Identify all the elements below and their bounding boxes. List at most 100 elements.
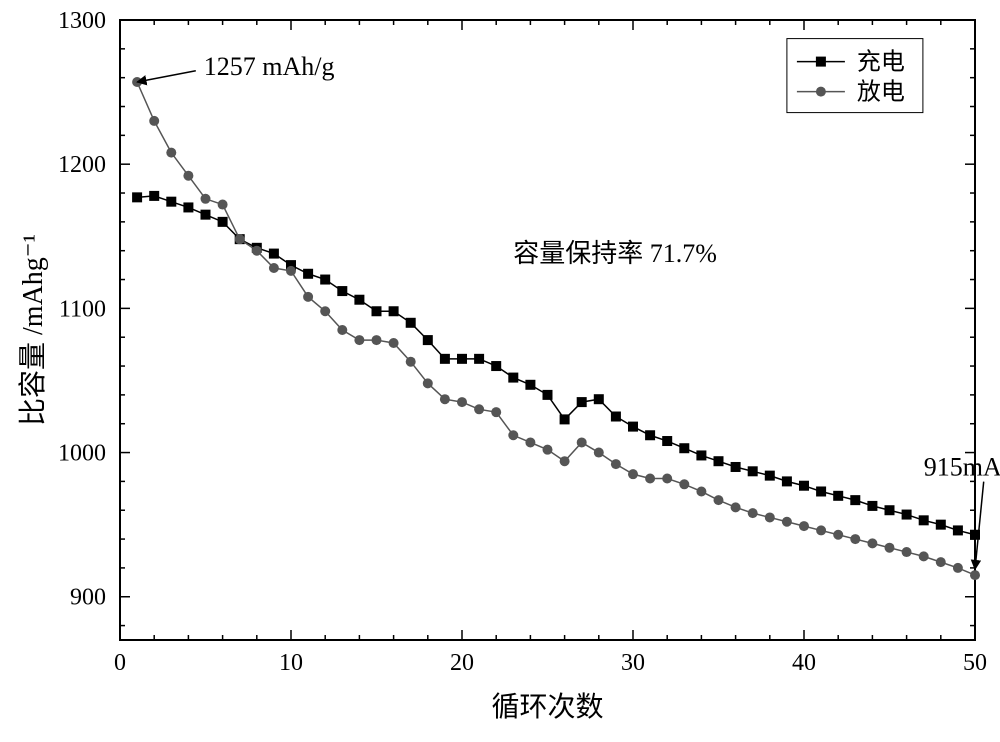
marker-discharge	[166, 148, 176, 158]
capacity-cycle-chart: 01020304050循环次数9001000110012001300比容量 /m…	[0, 0, 1000, 742]
marker-charge	[662, 436, 672, 446]
marker-charge	[902, 510, 912, 520]
marker-discharge	[611, 459, 621, 469]
marker-charge	[577, 397, 587, 407]
marker-charge	[611, 412, 621, 422]
marker-discharge	[218, 200, 228, 210]
annotation-retention: 容量保持率 71.7%	[513, 239, 717, 268]
marker-charge	[166, 197, 176, 207]
marker-discharge	[696, 486, 706, 496]
marker-charge	[936, 520, 946, 530]
marker-discharge	[936, 557, 946, 567]
marker-charge	[406, 318, 416, 328]
marker-discharge	[833, 530, 843, 540]
marker-charge	[354, 295, 364, 305]
marker-discharge	[816, 525, 826, 535]
marker-discharge	[440, 394, 450, 404]
y-tick-label: 1300	[58, 8, 106, 34]
marker-charge	[320, 275, 330, 285]
marker-discharge	[252, 246, 262, 256]
marker-discharge	[508, 430, 518, 440]
marker-discharge	[731, 502, 741, 512]
x-tick-label: 40	[792, 650, 816, 676]
marker-discharge	[474, 404, 484, 414]
marker-charge	[423, 335, 433, 345]
marker-discharge	[183, 171, 193, 181]
marker-charge	[696, 450, 706, 460]
marker-discharge	[885, 543, 895, 553]
marker-discharge	[867, 538, 877, 548]
marker-discharge	[902, 547, 912, 557]
marker-discharge	[389, 338, 399, 348]
marker-charge	[457, 354, 467, 364]
marker-charge	[372, 306, 382, 316]
chart-svg: 01020304050循环次数9001000110012001300比容量 /m…	[0, 0, 1000, 742]
marker-charge	[645, 430, 655, 440]
marker-discharge	[149, 116, 159, 126]
x-axis-label: 循环次数	[491, 691, 603, 723]
marker-discharge	[662, 474, 672, 484]
marker-charge	[867, 501, 877, 511]
x-tick-label: 10	[279, 650, 303, 676]
marker-charge	[748, 466, 758, 476]
legend: 充电放电	[787, 39, 923, 113]
legend-marker-discharge	[816, 87, 826, 97]
marker-charge	[628, 422, 638, 432]
legend-label-discharge: 放电	[857, 79, 905, 106]
marker-charge	[389, 306, 399, 316]
marker-charge	[953, 525, 963, 535]
marker-charge	[560, 414, 570, 424]
marker-discharge	[286, 266, 296, 276]
marker-charge	[525, 380, 535, 390]
legend-marker-charge	[816, 57, 826, 67]
marker-discharge	[714, 495, 724, 505]
marker-discharge	[303, 292, 313, 302]
marker-discharge	[406, 357, 416, 367]
marker-charge	[183, 202, 193, 212]
marker-charge	[149, 191, 159, 201]
marker-charge	[491, 361, 501, 371]
marker-charge	[218, 217, 228, 227]
marker-charge	[269, 249, 279, 259]
marker-discharge	[235, 234, 245, 244]
marker-discharge	[782, 517, 792, 527]
marker-discharge	[560, 456, 570, 466]
marker-charge	[594, 394, 604, 404]
marker-charge	[816, 486, 826, 496]
annotation-end: 915mAh/g	[924, 453, 1000, 482]
marker-discharge	[491, 407, 501, 417]
marker-discharge	[423, 378, 433, 388]
marker-charge	[201, 210, 211, 220]
marker-discharge	[628, 469, 638, 479]
marker-discharge	[457, 397, 467, 407]
marker-discharge	[594, 448, 604, 458]
marker-discharge	[953, 563, 963, 573]
marker-charge	[679, 443, 689, 453]
marker-charge	[474, 354, 484, 364]
marker-discharge	[337, 325, 347, 335]
marker-discharge	[919, 551, 929, 561]
marker-discharge	[679, 479, 689, 489]
x-tick-label: 0	[114, 650, 126, 676]
marker-charge	[850, 495, 860, 505]
x-tick-label: 20	[450, 650, 474, 676]
marker-charge	[543, 390, 553, 400]
marker-charge	[714, 456, 724, 466]
marker-discharge	[372, 335, 382, 345]
marker-discharge	[543, 445, 553, 455]
marker-charge	[885, 505, 895, 515]
marker-charge	[833, 491, 843, 501]
marker-discharge	[525, 437, 535, 447]
marker-discharge	[354, 335, 364, 345]
marker-charge	[919, 515, 929, 525]
annotation-peak: 1257 mAh/g	[204, 52, 335, 81]
y-tick-label: 1100	[59, 296, 106, 322]
legend-label-charge: 充电	[857, 49, 905, 76]
marker-discharge	[799, 521, 809, 531]
y-tick-label: 1200	[58, 152, 106, 178]
marker-discharge	[269, 263, 279, 273]
marker-discharge	[765, 512, 775, 522]
marker-discharge	[201, 194, 211, 204]
marker-charge	[303, 269, 313, 279]
marker-charge	[765, 471, 775, 481]
